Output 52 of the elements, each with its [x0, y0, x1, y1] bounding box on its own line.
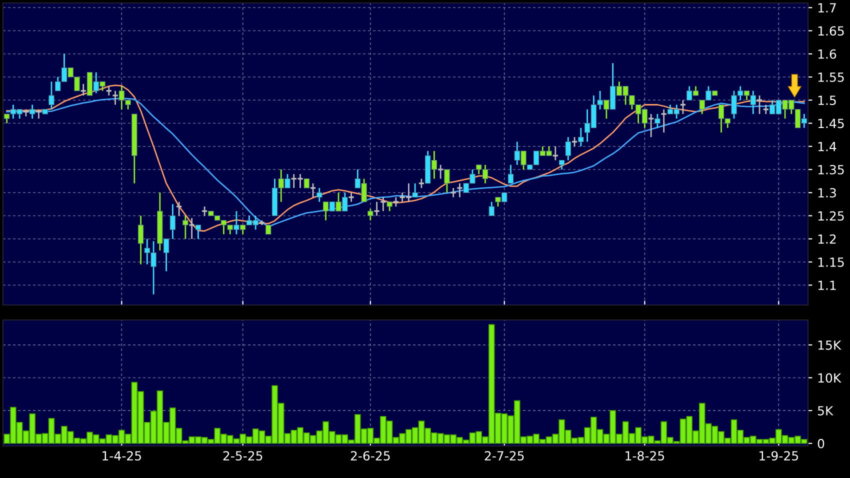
y-tick-label: 1.45	[818, 118, 844, 128]
candlestick	[112, 90, 119, 106]
y-tick-label: 1.7	[818, 3, 836, 12]
candlestick	[266, 224, 272, 235]
candlestick	[368, 208, 374, 222]
candlestick	[558, 160, 565, 170]
candlestick	[316, 187, 322, 203]
candlestick	[488, 201, 494, 216]
candlestick	[310, 182, 316, 198]
y-tick-label: 5K	[818, 406, 834, 416]
x-tick-label: 1-9-25	[760, 451, 798, 461]
y-tick-label: 1.65	[818, 26, 844, 36]
candlestick	[138, 215, 144, 265]
candlestick	[182, 215, 188, 240]
candlestick	[412, 182, 418, 198]
candlestick	[508, 164, 514, 184]
y-tick-label: 1.15	[818, 258, 844, 267]
candlestick	[437, 164, 444, 180]
candlestick	[660, 108, 668, 134]
y-tick-label: 1.5	[818, 96, 836, 106]
y-tick-label: 1.1	[818, 280, 836, 290]
candlestick	[30, 104, 36, 120]
x-tick-label: 2-5-25	[223, 451, 262, 461]
candlestick	[48, 80, 54, 110]
candlestick	[35, 108, 42, 120]
candlestick	[304, 178, 310, 188]
x-tick-label: 1-8-25	[626, 451, 664, 461]
candlestick	[386, 201, 392, 212]
y-tick-label: 15K	[818, 340, 842, 350]
y-tick-label: 10K	[818, 373, 842, 383]
y-tick-label: 1.25	[818, 211, 844, 221]
y-tick-label: 1.35	[818, 164, 844, 174]
candlestick	[176, 201, 182, 216]
candlestick	[195, 224, 202, 240]
x-tick-label: 2-6-25	[350, 451, 390, 461]
y-tick-label: 1.4	[818, 142, 836, 152]
candlestick	[188, 217, 196, 240]
y-tick-label: 1.55	[818, 72, 844, 82]
candlestick	[373, 201, 380, 216]
y-tick-label: 1.3	[818, 188, 836, 198]
candlestick	[456, 182, 464, 198]
candlestick	[348, 192, 355, 203]
y-tick-label: 1.6	[818, 49, 836, 59]
candlestick	[565, 136, 571, 161]
x-tick-label: 1-4-25	[102, 451, 141, 461]
x-tick-label: 2-7-25	[484, 451, 524, 461]
candlestick	[578, 127, 584, 148]
candlestick	[170, 203, 176, 240]
y-tick-label: 1.2	[818, 234, 836, 244]
y-tick-label: 0	[818, 438, 824, 448]
candlestick	[444, 168, 450, 194]
candlestick	[654, 113, 660, 129]
